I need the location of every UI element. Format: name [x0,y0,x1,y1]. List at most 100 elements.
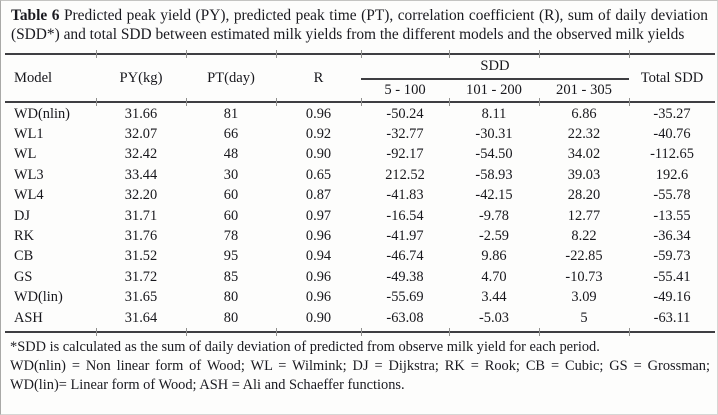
cell-py-kg: 32.20 [124,187,158,204]
cell-py-kg: 32.07 [124,126,158,143]
cell-py-kg: 31.52 [124,248,158,265]
cell-sdd-101-200: -9.78 [479,207,509,224]
cell-total-sdd: -59.73 [653,248,691,265]
cell-model: ASH [14,309,43,326]
cell-sdd-5-100: -41.83 [386,187,424,204]
cell-model: DJ [14,207,30,224]
cell-sdd-5-100: -41.97 [386,228,424,245]
cell-model: GS [14,268,33,285]
table-row: ASH 31.64 80 0.90 -63.08 -5.03 5 -63.11 [5,308,715,328]
cell-model: WD(lin) [14,289,63,306]
cell-total-sdd: -13.55 [653,207,691,224]
col-header-sdd-101-200: 101 - 200 [466,82,522,98]
cell-model: WL4 [14,187,44,204]
cell-py-kg: 32.42 [124,146,158,163]
table-row: WD(nlin) 31.66 81 0.96 -50.24 8.11 6.86 … [5,104,715,124]
cell-py-kg: 31.72 [124,268,158,285]
cell-total-sdd: -55.41 [653,268,691,285]
table-body: WD(nlin) 31.66 81 0.96 -50.24 8.11 6.86 … [5,103,715,331]
cell-sdd-101-200: -30.31 [475,126,513,143]
cell-r: 0.96 [305,105,332,122]
table-row: WD(lin) 31.65 80 0.96 -55.69 3.44 3.09 -… [5,288,715,308]
cell-sdd-201-305: 8.22 [571,228,597,245]
cell-sdd-101-200: 4.70 [481,268,507,285]
cell-sdd-201-305: 12.77 [567,207,601,224]
col-header-r: R [313,69,324,86]
cell-r: 0.94 [305,248,332,265]
cell-pt-day: 60 [223,187,239,204]
col-header-model: Model [14,69,53,86]
table-row: WL 32.42 48 0.90 -92.17 -54.50 34.02 -11… [5,145,715,165]
table-footnotes: *SDD is calculated as the sum of daily d… [10,338,710,395]
cell-py-kg: 33.44 [124,166,158,183]
table-rule-header-bottom [5,98,715,106]
table-row: CB 31.52 95 0.94 -46.74 9.86 -22.85 -59.… [5,247,715,267]
cell-sdd-5-100: -16.54 [386,207,424,224]
cell-sdd-101-200: -58.93 [475,166,513,183]
table-row: GS 31.72 85 0.96 -49.38 4.70 -10.73 -55.… [5,267,715,287]
table-row: WL4 32.20 60 0.87 -41.83 -42.15 28.20 -5… [5,186,715,206]
col-header-py-kg: PY(kg) [119,69,163,86]
cell-model: WL1 [14,126,44,143]
col-header-total-sdd: Total SDD [640,69,704,86]
table-header: Model PY(kg) PT(day) R SDD 5 - 100 101 -… [5,55,715,101]
table-row: WL3 33.44 30 0.65 212.52 -58.93 39.03 19… [5,165,715,185]
cell-pt-day: 30 [223,166,239,183]
col-header-sdd-5-100: 5 - 100 [384,82,426,98]
cell-sdd-5-100: -50.24 [386,105,424,122]
cell-sdd-201-305: -22.85 [565,248,603,265]
cell-total-sdd: -35.27 [653,105,691,122]
cell-sdd-5-100: -63.08 [386,309,424,326]
cell-r: 0.97 [305,207,332,224]
cell-py-kg: 31.65 [124,289,158,306]
table-row: WL1 32.07 66 0.92 -32.77 -30.31 22.32 -4… [5,124,715,144]
cell-r: 0.90 [305,146,332,163]
cell-pt-day: 66 [223,126,239,143]
cell-model: WL3 [14,166,44,183]
cell-pt-day: 85 [223,268,239,285]
col-header-pt-day: PT(day) [207,69,255,86]
table-caption: Table 6 Predicted peak yield (PY), predi… [11,6,708,44]
cell-sdd-5-100: -46.74 [386,248,424,265]
cell-py-kg: 31.71 [124,207,158,224]
cell-sdd-101-200: -54.50 [475,146,513,163]
cell-r: 0.65 [305,166,332,183]
cell-model: WD(nlin) [14,105,70,122]
cell-total-sdd: -63.11 [653,309,691,326]
cell-pt-day: 80 [223,309,239,326]
col-header-sdd-201-305: 201 - 305 [556,82,612,98]
cell-total-sdd: -112.65 [650,146,694,163]
cell-total-sdd: -36.34 [653,228,691,245]
cell-sdd-201-305: 34.02 [567,146,601,163]
table-caption-text: Predicted peak yield (PY), predicted pea… [11,7,708,43]
cell-pt-day: 81 [223,105,239,122]
cell-r: 0.96 [305,228,332,245]
cell-r: 0.92 [305,126,332,143]
cell-sdd-201-305: 3.09 [571,289,597,306]
footnote-sdd-definition: *SDD is calculated as the sum of daily d… [10,339,600,356]
footnote-model-abbreviations: WD(nlin) = Non linear form of Wood; WL =… [10,358,710,394]
cell-pt-day: 95 [223,248,239,265]
cell-sdd-201-305: 5 [580,309,588,326]
cell-model: CB [14,248,34,265]
cell-r: 0.96 [305,268,332,285]
col-header-sdd-group: SDD [361,55,629,80]
cell-sdd-5-100: -92.17 [386,146,424,163]
cell-sdd-5-100: 212.52 [385,166,425,183]
cell-sdd-101-200: -42.15 [475,187,513,204]
cell-sdd-5-100: -55.69 [386,289,424,306]
cell-py-kg: 31.76 [124,228,158,245]
cell-sdd-201-305: 22.32 [567,126,601,143]
cell-model: WL [14,146,37,163]
cell-sdd-101-200: -5.03 [479,309,509,326]
cell-r: 0.90 [305,309,332,326]
cell-sdd-101-200: 9.86 [481,248,507,265]
cell-py-kg: 31.64 [124,309,158,326]
cell-sdd-101-200: -2.59 [479,228,509,245]
table-row: RK 31.76 78 0.96 -41.97 -2.59 8.22 -36.3… [5,226,715,246]
cell-total-sdd: -49.16 [653,289,691,306]
cell-r: 0.87 [305,187,332,204]
cell-sdd-201-305: 28.20 [567,187,601,204]
cell-sdd-5-100: -49.38 [386,268,424,285]
